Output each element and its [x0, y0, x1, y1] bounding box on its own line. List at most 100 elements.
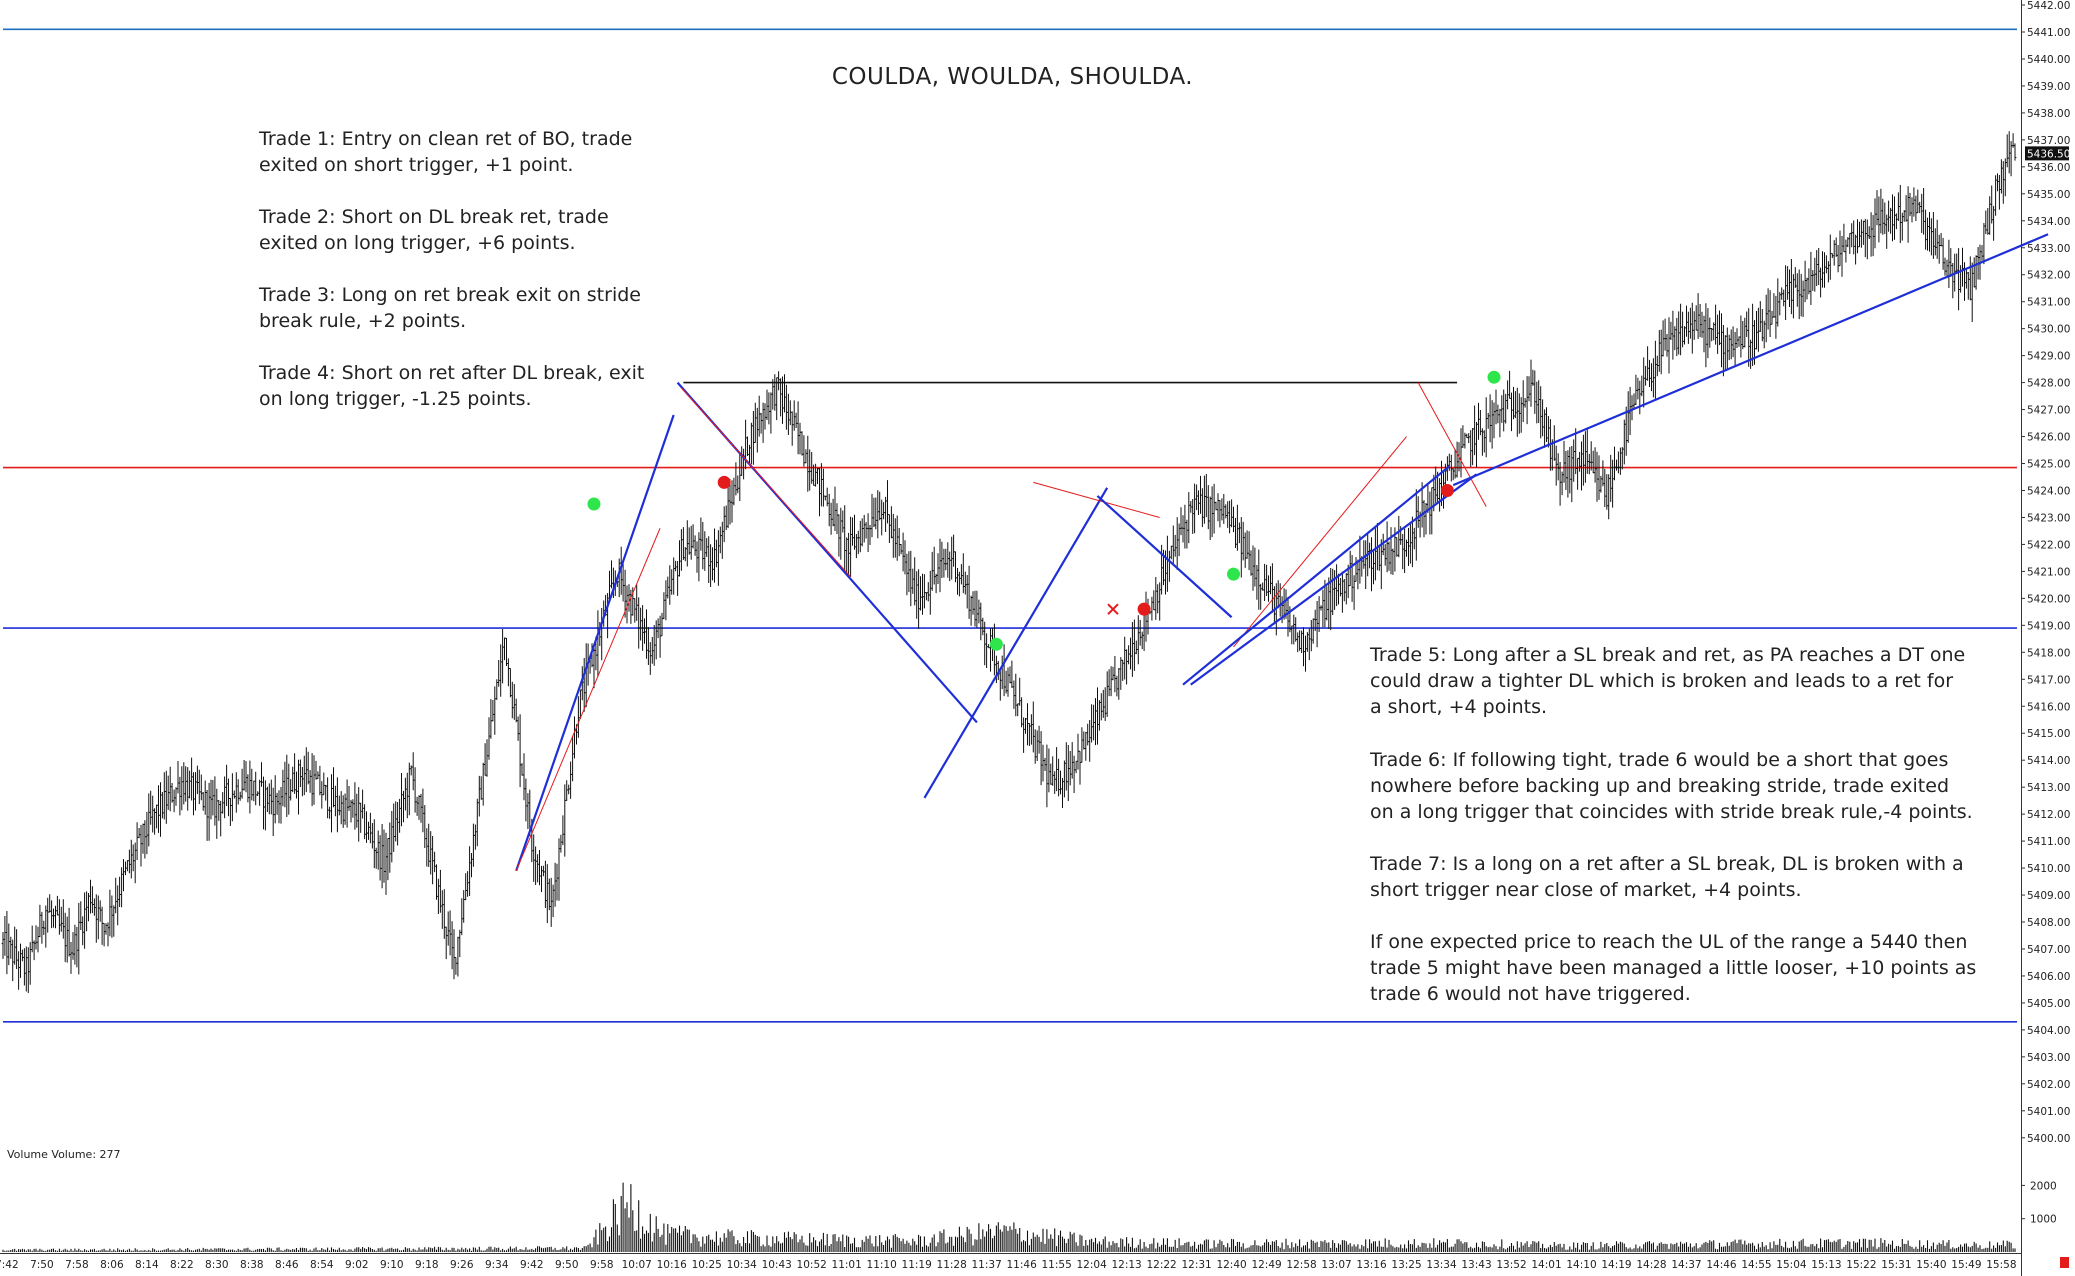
price-tick-label: 5424.00	[2027, 485, 2070, 497]
time-tick-label: 11:10	[867, 1259, 897, 1271]
price-tick-label: 5425.00	[2027, 459, 2070, 471]
time-tick-label: 13:25	[1391, 1259, 1421, 1271]
marker-long-0	[587, 497, 601, 511]
time-tick-label: 15:04	[1776, 1259, 1807, 1271]
time-tick-label: 12:04	[1076, 1259, 1107, 1271]
price-tick-label: 5440.00	[2027, 54, 2070, 66]
time-tick-label: 15:49	[1951, 1259, 1981, 1271]
note-trade-5: Trade 5: Long after a SL break and ret, …	[1370, 644, 1966, 718]
price-tick-label: 5422.00	[2027, 539, 2070, 551]
time-tick-label: 13:34	[1426, 1259, 1457, 1271]
price-tick-label: 5439.00	[2027, 81, 2070, 93]
corner-indicator	[2060, 1257, 2069, 1268]
price-tick-label: 5426.00	[2027, 432, 2070, 444]
price-tick-label: 5427.00	[2027, 405, 2070, 417]
trend-line-11[interactable]	[1452, 233, 2049, 487]
time-tick-label: 15:31	[1881, 1259, 1911, 1271]
note-conclusion: If one expected price to reach the UL of…	[1370, 931, 1977, 1005]
time-tick-label: 10:07	[622, 1259, 652, 1271]
last-price-badge	[2025, 146, 2069, 161]
price-tick-label: 5437.00	[2027, 135, 2070, 147]
note-trade-4: Trade 4: Short on ret after DL break, ex…	[259, 362, 645, 410]
price-tick-label: 5441.00	[2027, 27, 2070, 39]
time-tick-label: 10:34	[727, 1259, 758, 1271]
time-tick-label: 10:16	[657, 1259, 688, 1271]
trend-line-9[interactable]	[1190, 473, 1478, 686]
volume-axis: 2000 1000	[2021, 1180, 2057, 1226]
price-tick-label: 5438.00	[2027, 108, 2070, 120]
time-tick-label: 15:40	[1916, 1259, 1946, 1271]
time-tick-label: 14:37	[1671, 1259, 1701, 1271]
time-tick-label: 12:13	[1111, 1259, 1141, 1271]
marker-long-5	[1227, 567, 1241, 581]
price-tick-label: 5408.00	[2027, 917, 2070, 929]
note-trade-1: Trade 1: Entry on clean ret of BO, trade…	[259, 128, 633, 176]
time-axis: 7:42 7:50 7:58 8:06 8:14 8:22 8:30 8:38 8:46 8:54…	[0, 1259, 2017, 1271]
trend-line-8[interactable]	[1182, 465, 1451, 686]
time-tick-label: 7:50	[30, 1259, 54, 1271]
marker-long-2	[989, 637, 1003, 651]
volume-bars	[2, 1182, 2016, 1252]
trend-line-10[interactable]	[1417, 382, 1487, 507]
price-tick-label: 5419.00	[2027, 620, 2070, 632]
time-tick-label: 11:46	[1007, 1259, 1038, 1271]
trend-line-4[interactable]	[923, 487, 1109, 799]
price-tick-label: 5413.00	[2027, 782, 2070, 794]
volume-series	[2, 1182, 2016, 1252]
trend-line-3[interactable]	[681, 387, 851, 578]
time-tick-label: 9:10	[380, 1259, 404, 1271]
trend-lines	[515, 233, 2049, 872]
time-tick-label: 13:43	[1461, 1259, 1491, 1271]
price-tick-label: 5417.00	[2027, 674, 2070, 686]
time-tick-label: 13:52	[1496, 1259, 1526, 1271]
trend-line-6[interactable]	[1096, 495, 1233, 619]
time-tick-label: 9:02	[345, 1259, 369, 1271]
time-tick-label: 14:01	[1531, 1259, 1561, 1271]
marker-short-4	[1137, 602, 1151, 616]
volume-label: Volume Volume: 277	[7, 1148, 121, 1161]
trend-line-5[interactable]	[1033, 481, 1160, 518]
marker-short-1	[717, 475, 731, 489]
time-tick-label: 13:07	[1321, 1259, 1351, 1271]
price-tick-label: 5405.00	[2027, 998, 2070, 1010]
marker-short-6	[1440, 483, 1454, 497]
time-tick-label: 14:10	[1566, 1259, 1596, 1271]
time-tick-label: 11:01	[832, 1259, 862, 1271]
price-tick-label: 5421.00	[2027, 566, 2070, 578]
price-tick-label: 5442.00	[2027, 0, 2070, 12]
price-tick-label: 5410.00	[2027, 863, 2070, 875]
time-tick-label: 14:28	[1636, 1259, 1666, 1271]
time-tick-label: 9:18	[415, 1259, 439, 1271]
time-tick-label: 8:06	[100, 1259, 124, 1271]
trend-line-0[interactable]	[515, 414, 675, 872]
price-tick-label: 5407.00	[2027, 944, 2070, 956]
price-tick-label: 5429.00	[2027, 351, 2070, 363]
price-tick-label: 5420.00	[2027, 593, 2070, 605]
price-tick-label: 5436.00	[2027, 162, 2070, 174]
price-tick-label: 5433.00	[2027, 243, 2070, 255]
ohlc-series	[1, 131, 2017, 993]
time-tick-label: 12:31	[1181, 1259, 1211, 1271]
trend-line-7[interactable]	[1233, 436, 1407, 648]
trend-line-1[interactable]	[515, 528, 661, 871]
note-trade-2: Trade 2: Short on DL break ret, trade ex…	[259, 206, 609, 254]
price-tick-label: 5432.00	[2027, 270, 2070, 282]
price-tick-label: 5409.00	[2027, 890, 2070, 902]
time-tick-label: 14:55	[1741, 1259, 1771, 1271]
time-tick-label: 10:43	[762, 1259, 792, 1271]
time-tick-label: 14:46	[1706, 1259, 1737, 1271]
time-tick-label: 9:58	[590, 1259, 614, 1271]
price-tick-label: 5412.00	[2027, 809, 2070, 821]
time-tick-label: 12:58	[1286, 1259, 1316, 1271]
time-tick-label: 9:34	[485, 1259, 509, 1271]
price-tick-label: 5411.00	[2027, 836, 2070, 848]
time-tick-label: 11:19	[902, 1259, 932, 1271]
time-tick-label: 8:38	[240, 1259, 264, 1271]
price-tick-label: 5401.00	[2027, 1106, 2070, 1118]
time-tick-label: 14:19	[1601, 1259, 1631, 1271]
price-tick-label: 5430.00	[2027, 324, 2070, 336]
time-tick-label: 10:52	[797, 1259, 827, 1271]
price-tick-label: 5404.00	[2027, 1025, 2070, 1037]
